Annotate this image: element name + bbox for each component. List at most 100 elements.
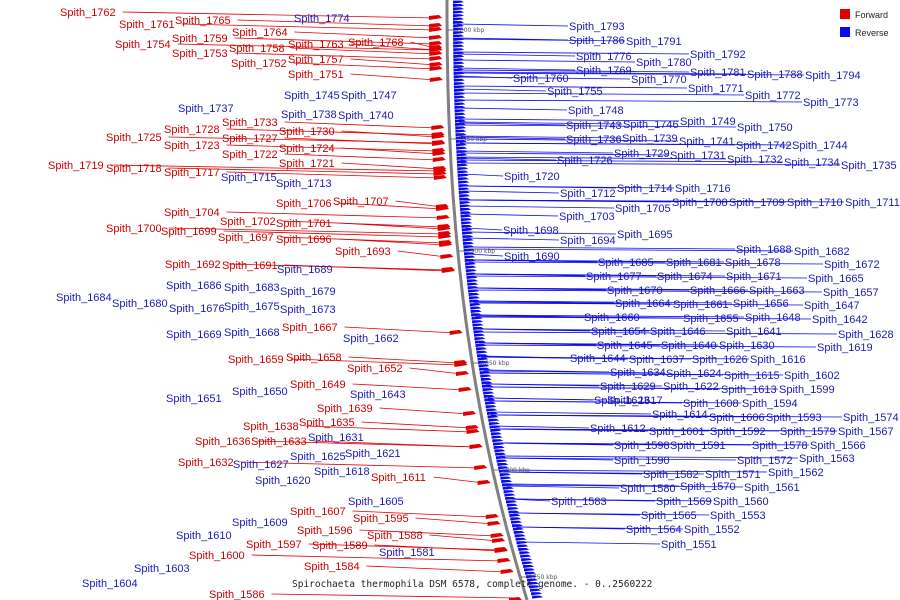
leader-line	[493, 425, 590, 429]
gene-label: Spith_1602	[784, 370, 840, 382]
leader-line	[271, 593, 515, 599]
reverse-gene-arrow	[509, 514, 521, 517]
reverse-gene-arrow	[473, 330, 485, 334]
gene-label: Spith_1791	[626, 36, 682, 48]
leader-line	[110, 164, 440, 172]
gene-label: Spith_1725	[106, 132, 162, 144]
leader-line	[477, 331, 838, 335]
gene-label: Spith_1574	[843, 412, 899, 424]
reverse-gene-arrow	[490, 432, 502, 436]
reverse-gene-arrow	[456, 160, 468, 164]
reverse-gene-arrow	[453, 55, 465, 58]
leader-line	[516, 526, 684, 530]
reverse-gene-arrow	[453, 4, 464, 7]
reverse-gene-arrow	[458, 184, 470, 188]
reverse-gene-arrow	[476, 350, 488, 354]
leader-line	[485, 383, 663, 387]
reverse-gene-arrow	[467, 279, 478, 283]
reverse-gene-arrow	[459, 194, 471, 198]
reverse-gene-arrow	[497, 463, 509, 466]
leader-line	[181, 23, 436, 31]
reverse-gene-arrow	[453, 68, 465, 72]
leader-line	[512, 512, 710, 516]
leader-line	[352, 383, 465, 391]
gene-label: Spith_1591	[670, 440, 726, 452]
gene-label: Spith_1613	[721, 384, 777, 396]
gene-label: Spith_1655	[683, 313, 739, 325]
gene-label: Spith_1685	[598, 257, 654, 269]
leader-line	[493, 428, 838, 432]
reverse-gene-arrow	[455, 136, 467, 140]
reverse-gene-arrow	[453, 27, 465, 31]
leader-line	[338, 238, 446, 246]
leader-line	[458, 107, 568, 111]
reverse-gene-arrow	[464, 259, 476, 262]
leader-line	[168, 227, 445, 235]
reverse-gene-arrow	[455, 119, 466, 123]
reverse-gene-arrow	[464, 255, 476, 259]
leader-line	[505, 484, 744, 488]
reverse-gene-arrow	[457, 167, 469, 171]
reverse-gene-arrow	[515, 537, 527, 541]
leader-line	[395, 200, 442, 208]
leader-line	[459, 142, 792, 146]
gene-label: Spith_1724	[279, 143, 335, 155]
gene-label: Spith_1593	[766, 412, 822, 424]
leader-line	[457, 71, 747, 75]
reverse-gene-arrow	[462, 231, 474, 235]
reverse-gene-arrow	[491, 435, 503, 439]
reverse-gene-arrow	[453, 0, 464, 4]
leader-line	[459, 121, 623, 125]
gene-label: Spith_1631	[308, 432, 364, 444]
gene-label: Spith_1689	[277, 264, 333, 276]
gene-label: Spith_1570	[680, 481, 736, 493]
gene-label: Spith_1567	[838, 426, 894, 438]
reverse-gene-arrow	[514, 534, 526, 538]
gene-label: Spith_1627	[233, 459, 289, 471]
reverse-gene-arrow	[506, 503, 518, 507]
leader-line	[483, 369, 610, 373]
gene-label: Spith_1780	[636, 57, 692, 69]
forward-gene-arrow	[429, 23, 443, 28]
gene-label: Spith_1641	[726, 326, 782, 338]
reverse-gene-arrow	[455, 123, 467, 126]
leader-line	[338, 202, 443, 210]
forward-gene-arrow	[429, 41, 443, 46]
gene-label: Spith_1657	[823, 287, 879, 299]
leader-line	[460, 159, 784, 163]
gene-label: Spith_1773	[803, 97, 859, 109]
gene-label: Spith_1628	[838, 329, 894, 341]
leader-line	[471, 289, 823, 293]
reverse-gene-arrow	[519, 551, 531, 555]
leader-line	[284, 264, 448, 272]
gene-label: Spith_1586	[209, 589, 265, 600]
reverse-gene-arrow	[454, 102, 466, 106]
reverse-gene-arrow	[482, 384, 493, 388]
gene-label: Spith_1603	[134, 563, 190, 575]
gene-label: Spith_1738	[281, 109, 337, 121]
reverse-gene-arrow	[453, 44, 465, 48]
tick-label: 1950 kbp	[459, 136, 487, 143]
gene-label: Spith_1561	[744, 482, 800, 494]
gene-label: Spith_1727	[222, 133, 278, 145]
forward-gene-arrow	[433, 175, 447, 180]
leader-line	[463, 205, 615, 209]
reverse-gene-arrow	[486, 408, 498, 412]
reverse-gene-arrow	[503, 490, 515, 494]
reverse-gene-arrow	[474, 337, 486, 341]
forward-gene-arrow	[429, 62, 443, 67]
gene-label: Spith_1713	[276, 178, 332, 190]
reverse-gene-arrow	[458, 180, 470, 184]
gene-label: Spith_1737	[178, 103, 234, 115]
leader-line	[466, 237, 560, 241]
reverse-gene-arrow	[466, 276, 478, 279]
gene-label: Spith_1650	[232, 386, 288, 398]
leader-line	[468, 261, 824, 265]
gene-label: Spith_1644	[570, 353, 626, 365]
leader-line	[341, 162, 440, 170]
leader-line	[486, 386, 779, 390]
leader-line	[341, 147, 439, 155]
reverse-gene-arrow	[489, 425, 501, 429]
gene-label: Spith_1692	[165, 259, 221, 271]
gene-label: Spith_1748	[568, 105, 624, 117]
